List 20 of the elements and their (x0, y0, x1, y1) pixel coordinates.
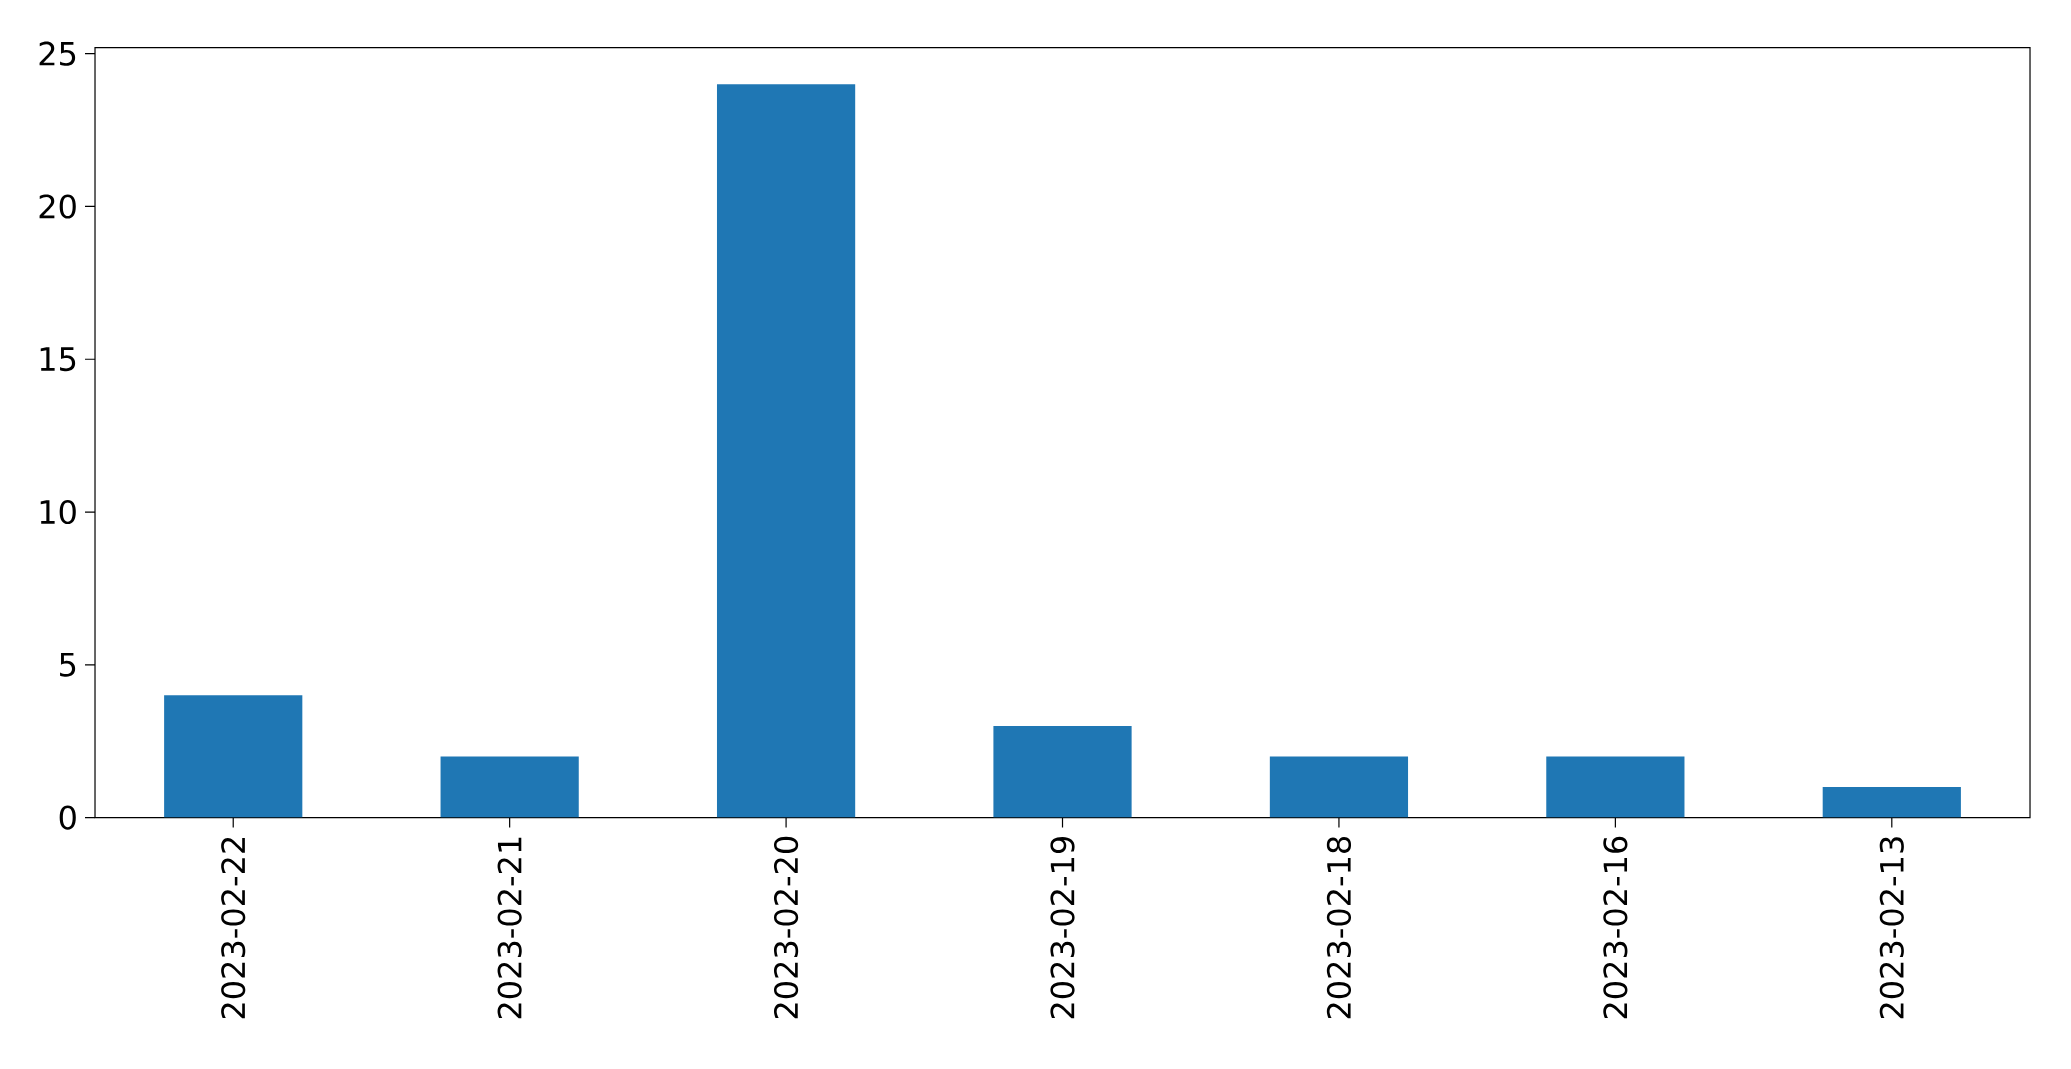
x-tick-label: 2023-02-22 (221, 837, 246, 1019)
x-tick-label: 2023-02-16 (1603, 836, 1628, 1019)
x-tick-label: 2023-02-21 (497, 837, 522, 1019)
bar (1822, 787, 1961, 818)
y-tick-label: 5 (60, 652, 76, 677)
y-tick-label: 25 (39, 41, 76, 66)
y-tick-label: 20 (39, 194, 76, 219)
y-tick-label: 15 (40, 347, 76, 372)
bar (164, 695, 303, 818)
bar (1546, 756, 1685, 818)
x-tick-label: 2023-02-19 (1050, 836, 1075, 1019)
y-tick-label: 10 (40, 499, 76, 525)
y-tick-label: 0 (59, 805, 76, 830)
bar (1269, 756, 1409, 818)
x-tick-label: 2023-02-18 (1326, 836, 1352, 1019)
x-tick-label: 2023-02-20 (773, 836, 799, 1019)
bar (993, 725, 1132, 818)
bar (716, 84, 856, 818)
x-tick-label: 2023-02-13 (1879, 837, 1904, 1019)
bar (440, 756, 579, 818)
